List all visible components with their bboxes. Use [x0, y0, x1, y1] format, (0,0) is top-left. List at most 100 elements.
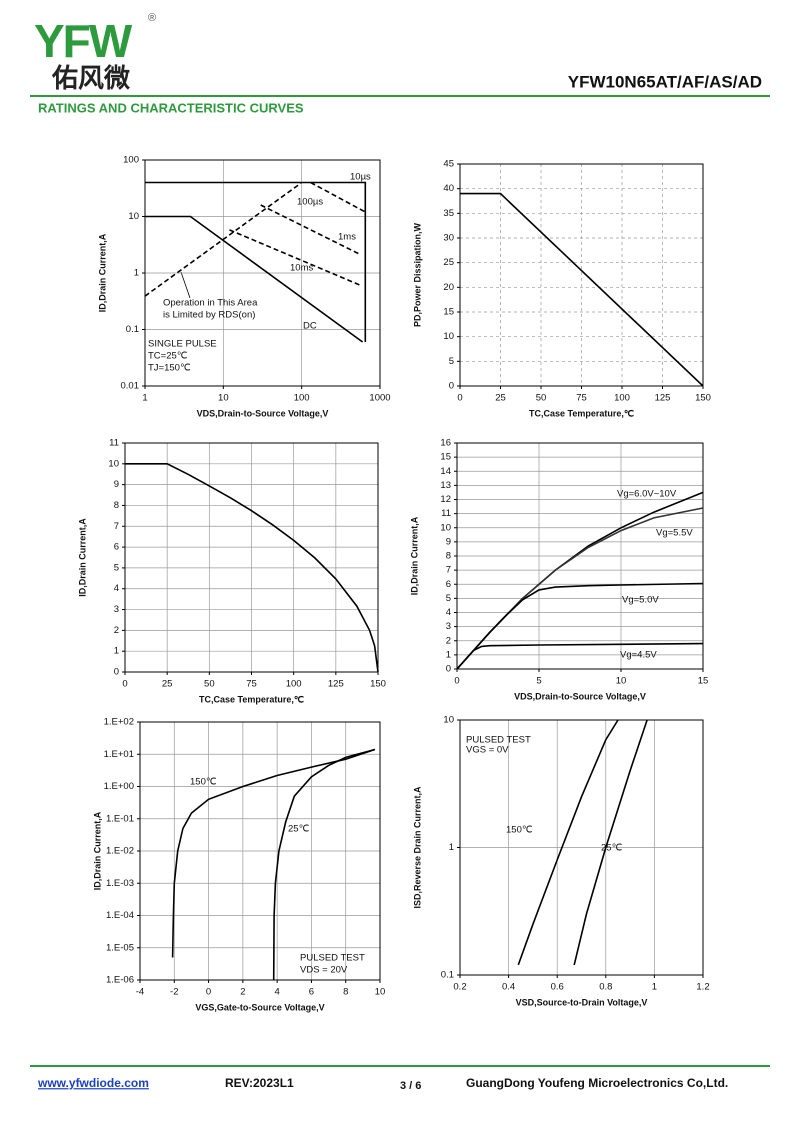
series-label: Vg=6.0V~10V	[617, 489, 677, 500]
series-label: Vg=5.5V	[656, 528, 693, 539]
plot-frame	[144, 159, 381, 387]
x-tick-label: 15	[698, 676, 709, 687]
y-tick-label: 3	[446, 621, 451, 632]
y-tick-label: 11	[109, 438, 119, 449]
x-tick-label: 50	[204, 679, 215, 690]
y-tick-label: 0.1	[126, 324, 139, 335]
y-tick-label: 2	[114, 625, 119, 636]
y-tick-label: 3	[114, 604, 119, 615]
x-tick-label: 75	[576, 393, 587, 404]
annotation: is Limited by RDS(on)	[163, 310, 255, 321]
y-axis-label: ID,Drain Current,A	[409, 516, 419, 595]
y-axis-label: ID,Drain Current,A	[97, 233, 107, 312]
y-tick-label: 5	[446, 593, 451, 604]
x-tick-label: 100	[294, 393, 310, 404]
series-label: 150℃	[506, 825, 533, 836]
y-tick-label: 35	[443, 208, 454, 219]
series-label: 10ms	[290, 263, 313, 274]
y-tick-label: 0.1	[441, 970, 454, 981]
y-tick-label: 10	[440, 522, 451, 533]
y-tick-label: 10	[443, 331, 454, 342]
y-tick-label: 1.E-04	[106, 910, 134, 921]
x-tick-label: 6	[309, 987, 314, 998]
y-axis-label: ISD,Reverse Drain Current,A	[412, 786, 422, 909]
x-tick-label: 0.4	[502, 982, 515, 993]
x-tick-label: 0	[454, 676, 459, 687]
annotation: TC=25℃	[148, 351, 188, 362]
y-tick-label: 0	[449, 381, 454, 392]
y-tick-label: 0.01	[121, 381, 140, 392]
series-line	[125, 463, 379, 673]
plot-frame	[456, 442, 704, 670]
series-label: 150℃	[190, 777, 217, 788]
x-axis-label: VDS,Drain-to-Source Voltage,V	[197, 408, 329, 418]
series-line	[456, 582, 704, 670]
x-tick-label: 0.8	[599, 982, 612, 993]
plot-frame	[459, 719, 704, 976]
y-tick-label: 30	[443, 233, 454, 244]
section-title: RATINGS AND CHARACTERISTIC CURVES	[38, 100, 304, 115]
y-tick-label: 6	[446, 579, 451, 590]
series-label: 100µs	[297, 197, 323, 208]
y-tick-label: 12	[440, 494, 451, 505]
x-tick-label: 0	[457, 393, 462, 404]
y-tick-label: 5	[114, 562, 119, 573]
page-number: 3 / 6	[400, 1080, 421, 1092]
x-tick-label: 2	[240, 987, 245, 998]
y-tick-label: 6	[114, 542, 119, 553]
series-label: 10µs	[350, 172, 371, 183]
series-line	[272, 748, 376, 981]
x-tick-label: 0	[206, 987, 211, 998]
x-tick-label: 0	[122, 679, 127, 690]
y-tick-label: 15	[440, 452, 451, 463]
y-tick-label: 1	[449, 842, 454, 853]
annotation: SINGLE PULSE	[148, 339, 217, 350]
annotation: TJ=150℃	[148, 363, 191, 374]
x-axis-label: TC,Case Temperature,℃	[199, 694, 304, 704]
x-tick-label: 5	[536, 676, 541, 687]
x-axis-label: VSD,Source-to-Drain Voltage,V	[516, 997, 648, 1007]
x-tick-label: 1.2	[696, 982, 709, 993]
x-tick-label: 50	[536, 393, 547, 404]
y-tick-label: 10	[443, 715, 454, 726]
y-tick-label: 40	[443, 183, 454, 194]
y-tick-label: 100	[123, 155, 139, 166]
logo: YFW	[34, 15, 133, 67]
series-label: 25℃	[288, 824, 310, 835]
series-line	[517, 719, 619, 966]
x-tick-label: 1000	[369, 393, 390, 404]
x-tick-label: 8	[343, 987, 348, 998]
logo-cn: 佑风微	[51, 63, 130, 93]
y-tick-label: 11	[441, 508, 451, 519]
series-line	[310, 181, 366, 213]
part-number: YFW10N65AT/AF/AS/AD	[568, 72, 762, 91]
y-tick-label: 20	[443, 282, 454, 293]
series-line	[456, 642, 704, 670]
series-label: Vg=4.5V	[620, 650, 657, 661]
y-tick-label: 15	[443, 307, 454, 318]
x-tick-label: 100	[614, 393, 630, 404]
y-tick-label: 25	[443, 257, 454, 268]
y-tick-label: 14	[440, 466, 451, 477]
series-line	[460, 192, 704, 387]
series-line	[171, 748, 376, 958]
series-line	[573, 719, 648, 966]
website[interactable]: www.yfwdiode.com	[37, 1076, 149, 1090]
plot-frame	[124, 442, 379, 673]
y-tick-label: 1.E-03	[106, 878, 134, 889]
y-tick-label: 4	[446, 607, 451, 618]
y-tick-label: 10	[128, 211, 139, 222]
annotation: PULSED TEST	[466, 735, 531, 746]
y-tick-label: 1.E-02	[106, 846, 134, 857]
annotation: PULSED TEST	[300, 953, 365, 964]
y-axis-label: PD,Power Dissipation,W	[412, 222, 422, 327]
x-tick-label: 4	[274, 987, 279, 998]
y-tick-label: 16	[440, 438, 451, 449]
x-tick-label: 150	[370, 679, 386, 690]
x-axis-label: VGS,Gate-to-Source Voltage,V	[195, 1002, 324, 1012]
y-tick-label: 1.E-06	[106, 975, 134, 986]
series-line	[145, 181, 367, 342]
x-tick-label: 0.6	[551, 982, 564, 993]
x-tick-label: 1	[652, 982, 657, 993]
